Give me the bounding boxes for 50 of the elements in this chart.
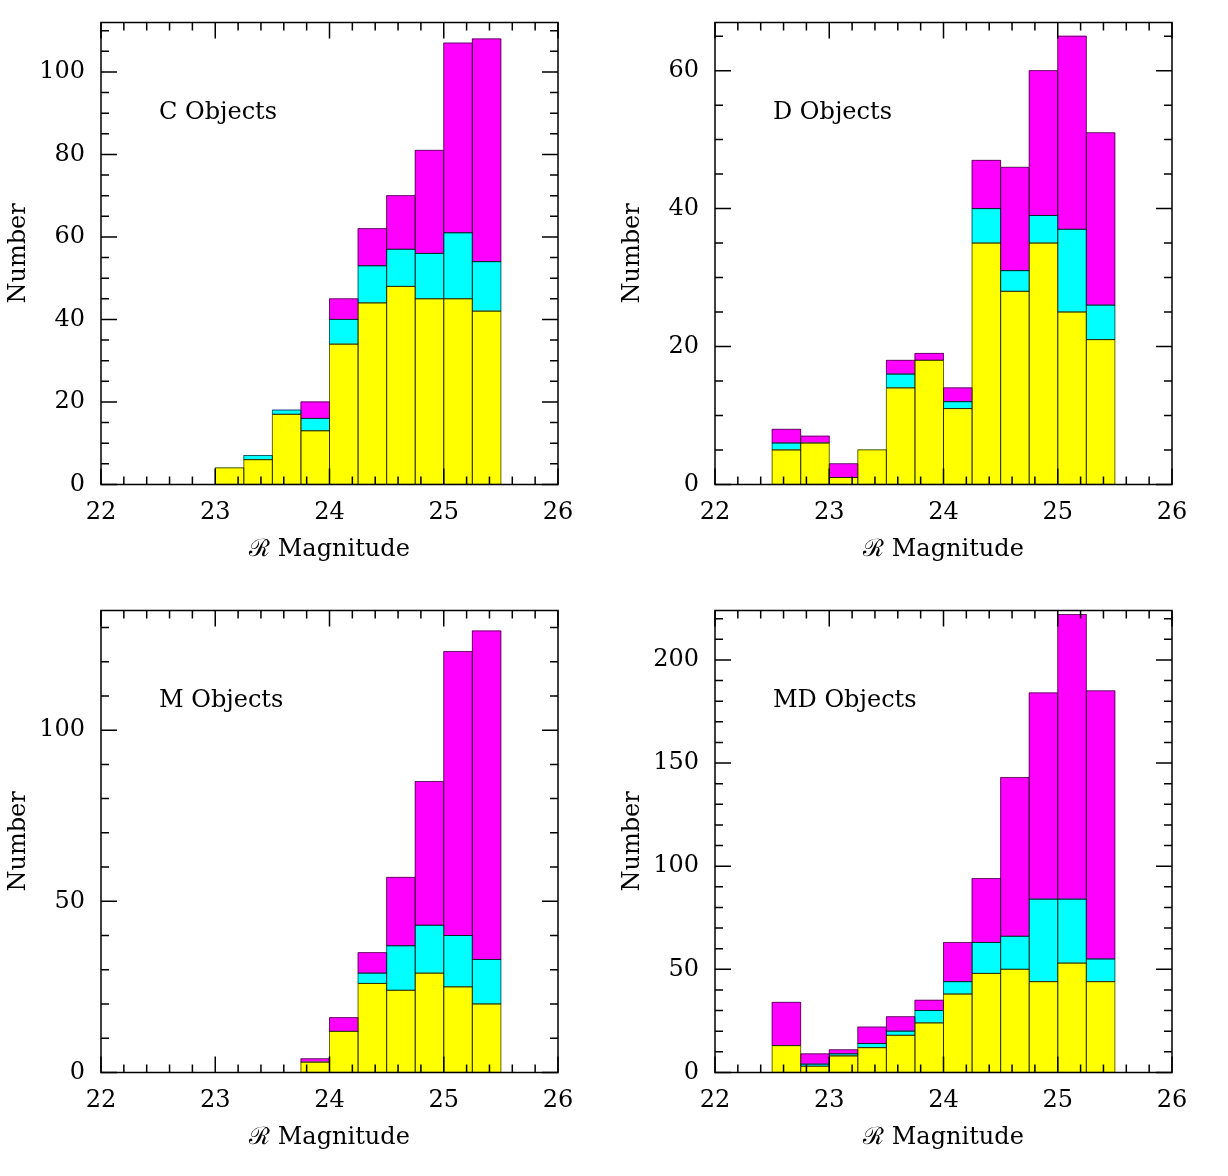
y-tick-label: 60 [54,221,85,250]
x-tick-label: 24 [928,1085,959,1114]
y-tick-label: 150 [653,747,699,776]
x-axis-title: ℛ Magnitude [248,1121,410,1150]
x-tick-label: 23 [199,497,231,526]
y-tick-label: 100 [653,850,699,879]
y-axis-title: Number [2,790,31,892]
x-axis-title: ℛ Magnitude [862,1121,1024,1150]
y-tick-label: 20 [668,330,699,359]
y-tick-label: 0 [683,468,699,497]
x-tick-label: 25 [1042,1085,1074,1114]
x-tick-label: 22 [85,1085,117,1114]
annotation: D Objects [773,96,892,125]
x-tick-label: 24 [314,1085,345,1114]
x-tick-label: 26 [542,497,574,526]
y-axis-title: Number [616,790,645,892]
y-axis-title: Number [616,202,645,304]
x-tick-label: 25 [428,497,460,526]
y-tick-label: 50 [54,885,85,914]
y-tick-label: 40 [54,303,85,332]
x-tick-label: 24 [314,497,345,526]
y-axis-title: Number [2,202,31,304]
y-tick-label: 0 [69,468,85,497]
y-tick-label: 0 [683,1056,699,1085]
x-tick-label: 22 [699,1085,731,1114]
x-tick-label: 23 [199,1085,231,1114]
y-tick-label: 0 [69,1056,85,1085]
y-tick-label: 40 [668,192,699,221]
annotation: M Objects [159,684,284,713]
x-axis-title: ℛ Magnitude [862,533,1024,562]
y-tick-label: 20 [54,386,85,415]
x-tick-label: 26 [542,1085,574,1114]
x-tick-label: 24 [928,497,959,526]
x-tick-label: 23 [813,497,845,526]
x-axis-title: ℛ Magnitude [248,533,410,562]
y-tick-label: 100 [39,56,85,85]
annotation: C Objects [159,96,278,125]
y-tick-label: 50 [668,953,699,982]
y-tick-label: 200 [653,644,699,673]
x-tick-label: 23 [813,1085,845,1114]
annotation: MD Objects [773,684,917,713]
x-tick-label: 22 [85,497,117,526]
y-tick-label: 60 [668,54,699,83]
x-tick-label: 25 [1042,497,1074,526]
x-tick-label: 26 [1156,497,1188,526]
y-tick-label: 80 [54,138,85,167]
x-tick-label: 25 [428,1085,460,1114]
y-tick-label: 100 [39,714,85,743]
x-tick-label: 22 [699,497,731,526]
x-tick-label: 26 [1156,1085,1188,1114]
